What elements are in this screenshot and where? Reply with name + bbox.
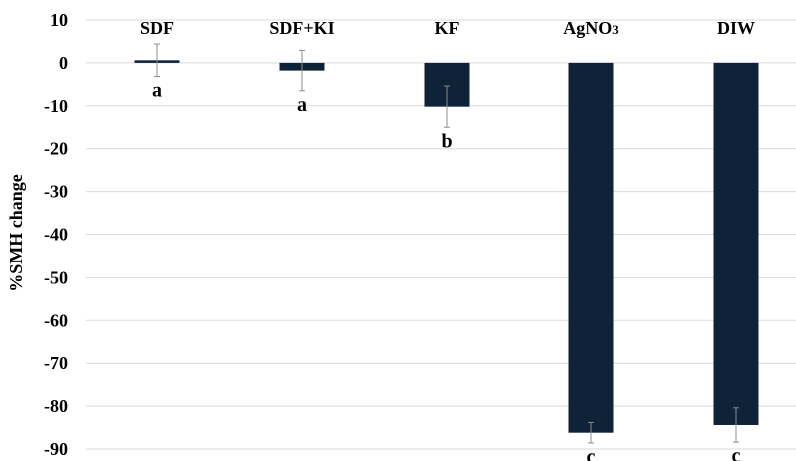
error-bar: [588, 421, 594, 444]
significance-letter: b: [441, 130, 452, 152]
category-labels: SDF SDF+KI KF AgNO3 DIW: [140, 18, 755, 38]
y-tick-label: -60: [44, 310, 68, 330]
y-tick-label: -20: [44, 139, 68, 159]
significance-letter: a: [152, 80, 162, 102]
y-tick-label: -90: [44, 439, 68, 459]
error-bars: [154, 43, 739, 444]
error-bar: [733, 407, 739, 443]
category-label: SDF+KI: [269, 18, 334, 38]
error-bar: [444, 85, 450, 128]
bar: [713, 62, 759, 425]
y-tick-label: -70: [44, 353, 68, 373]
y-tick-label: 10: [50, 10, 68, 30]
bar: [568, 62, 614, 433]
error-bar: [299, 49, 305, 92]
significance-labels: a a b c c: [152, 80, 741, 461]
category-label: DIW: [717, 18, 755, 38]
significance-letter: c: [587, 446, 596, 461]
y-tick-label: -30: [44, 182, 68, 202]
y-axis-title: %SMH change: [6, 174, 26, 292]
error-bar: [154, 43, 160, 78]
category-label: AgNO3: [563, 18, 619, 38]
y-tick-label: -80: [44, 396, 68, 416]
y-axis-ticks: 10 0 -10 -20 -30 -40 -50 -60 -70 -80 -90: [44, 10, 68, 459]
category-label: SDF: [140, 18, 174, 38]
significance-letter: c: [732, 445, 741, 461]
y-tick-label: -50: [44, 267, 68, 287]
gridlines: [86, 19, 796, 450]
y-tick-label: -10: [44, 96, 68, 116]
category-label: KF: [435, 18, 460, 38]
significance-letter: a: [297, 94, 307, 116]
y-tick-label: 0: [59, 53, 68, 73]
y-tick-label: -40: [44, 225, 68, 245]
